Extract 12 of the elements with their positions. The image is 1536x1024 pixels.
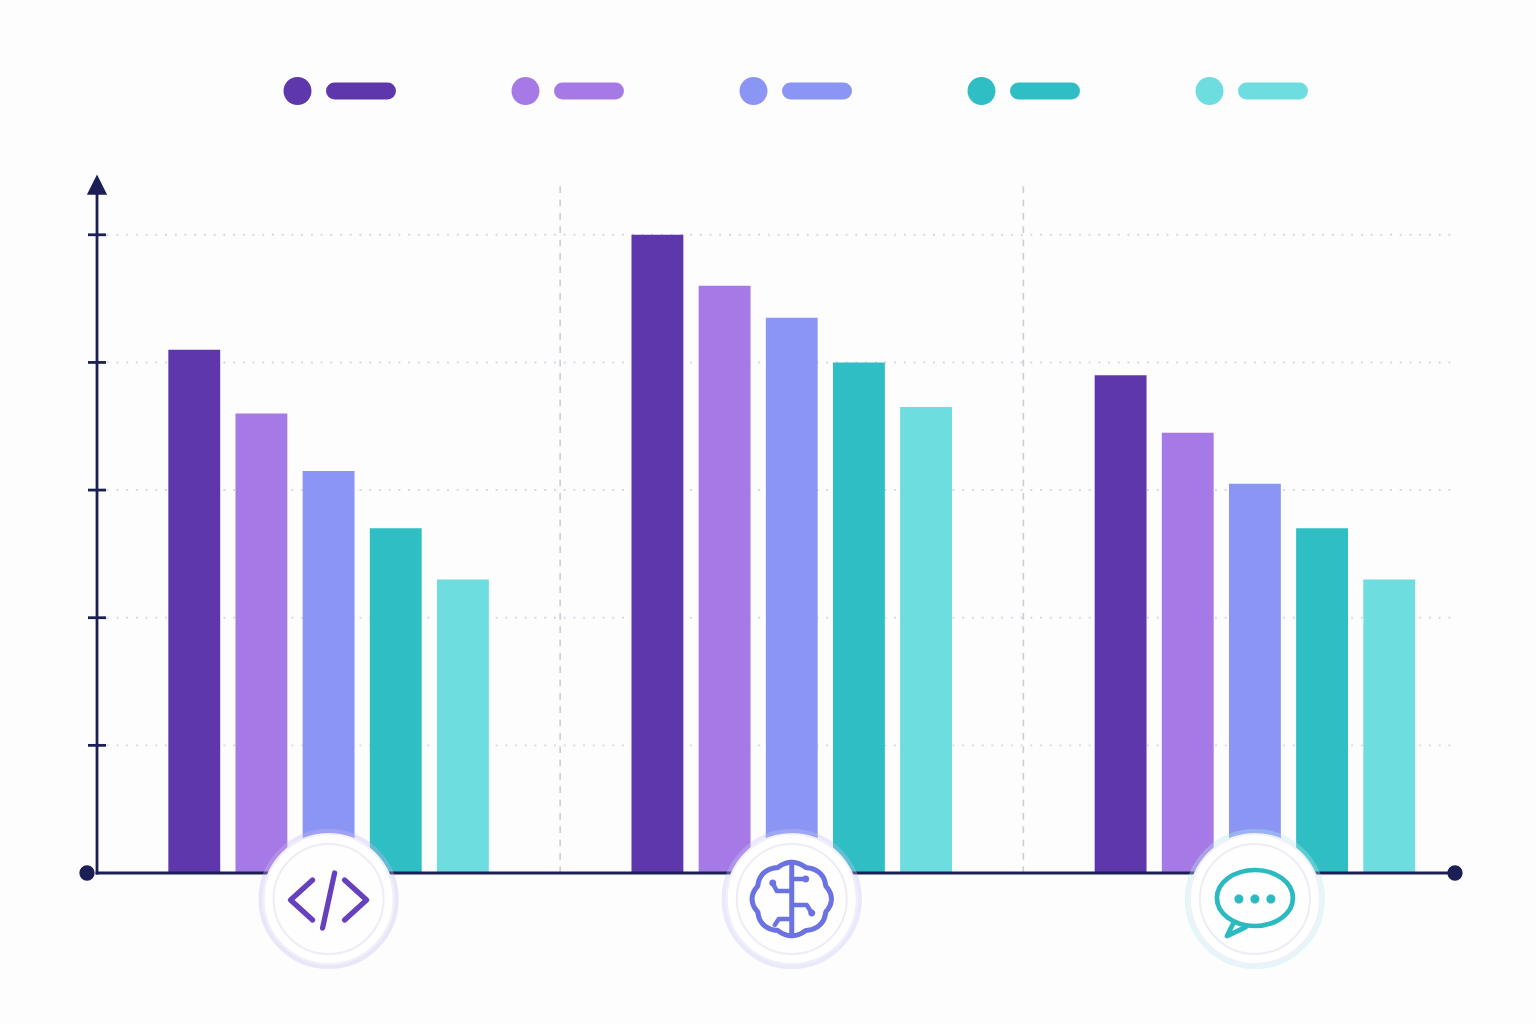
bar bbox=[1161, 432, 1214, 873]
bar bbox=[235, 413, 288, 873]
bar bbox=[168, 349, 221, 873]
bar bbox=[369, 528, 422, 873]
bar bbox=[832, 362, 885, 873]
bar bbox=[1296, 528, 1349, 873]
bar bbox=[698, 285, 751, 873]
bar bbox=[900, 407, 952, 873]
bar bbox=[436, 579, 489, 873]
bar bbox=[1094, 375, 1147, 873]
bar bbox=[631, 234, 684, 873]
bar bbox=[1363, 579, 1416, 873]
